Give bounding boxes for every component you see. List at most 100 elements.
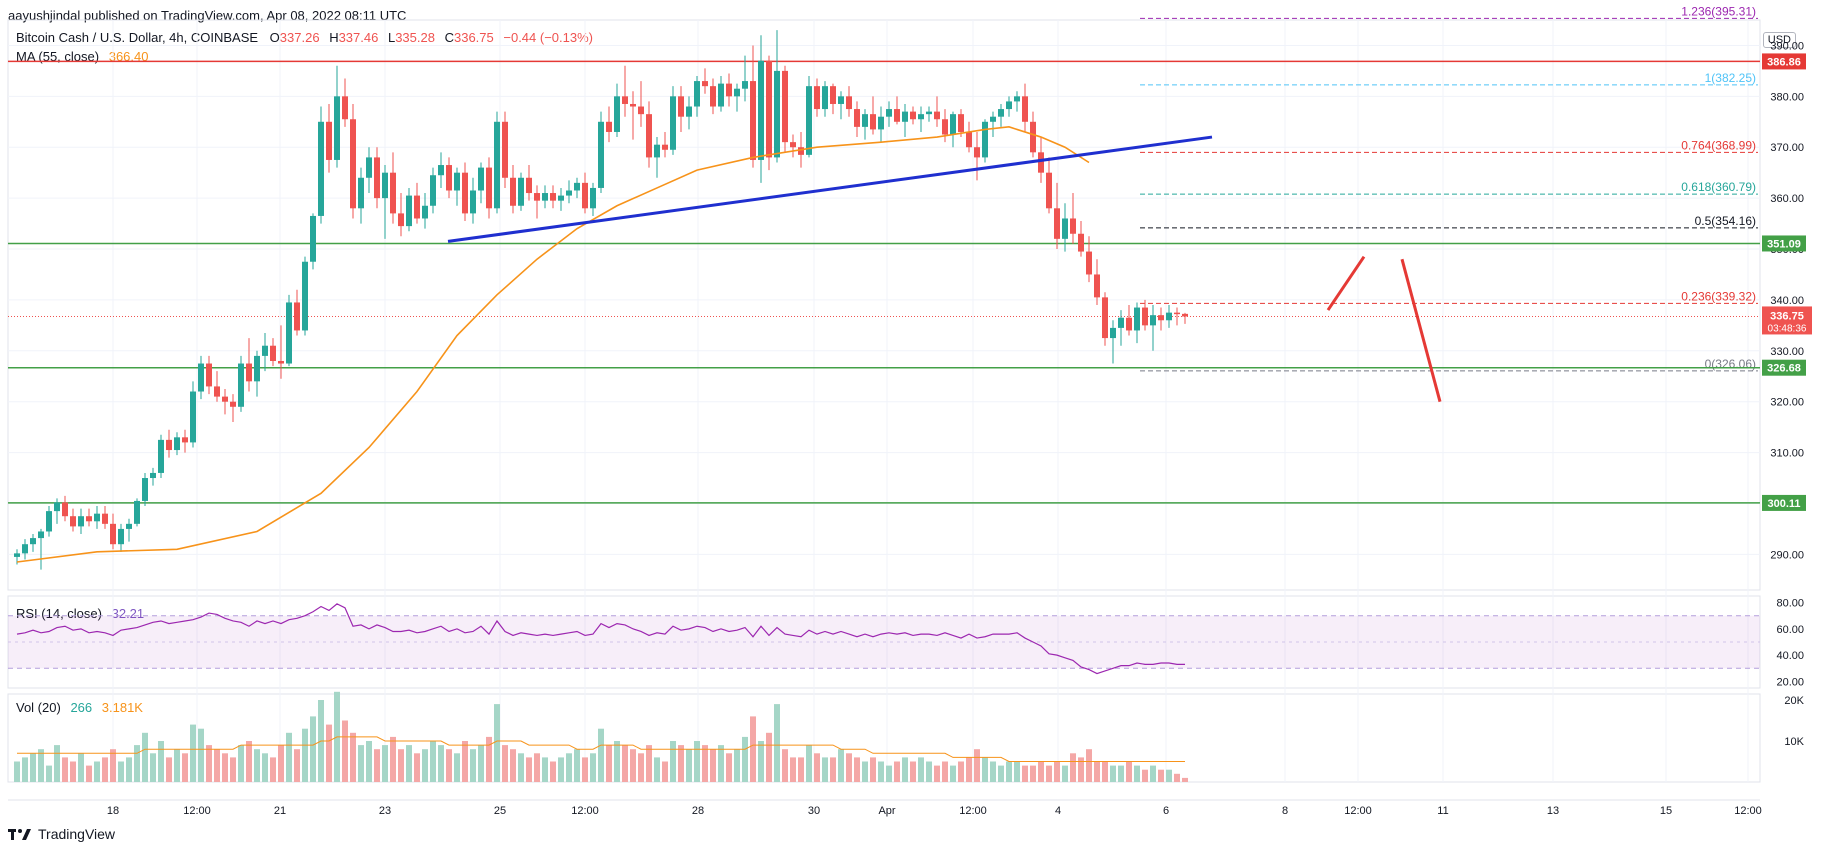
candle-body xyxy=(606,121,612,132)
volume-bar xyxy=(958,761,964,782)
volume-bar xyxy=(470,749,476,782)
volume-bar xyxy=(94,761,100,782)
vol-legend-value2: 3.181K xyxy=(101,700,143,715)
volume-bar xyxy=(270,757,276,782)
volume-bar xyxy=(1166,769,1172,782)
candle-body xyxy=(510,177,516,206)
candle-body xyxy=(1030,121,1036,153)
volume-bar xyxy=(102,757,108,782)
candle-body xyxy=(990,116,996,122)
time-tick-label: 15 xyxy=(1660,805,1672,817)
level-label-bg xyxy=(1762,53,1806,70)
publisher-line: aayushjindal published on TradingView.co… xyxy=(8,8,407,23)
volume-bar xyxy=(678,745,684,782)
volume-bar xyxy=(654,757,660,782)
candle-body xyxy=(558,195,564,201)
volume-bar xyxy=(198,728,204,782)
volume-bar xyxy=(478,745,484,782)
volume-bar xyxy=(310,716,316,782)
volume-bar xyxy=(182,753,188,782)
candle-body xyxy=(662,144,668,150)
volume-bar xyxy=(390,736,396,782)
candle-body xyxy=(798,147,804,155)
candle-body xyxy=(310,215,316,262)
volume-bar xyxy=(118,761,124,782)
candle-body xyxy=(574,182,580,191)
ma-55-line xyxy=(16,126,1090,563)
volume-bar xyxy=(38,749,44,782)
volume-bar xyxy=(638,753,644,782)
candle-body xyxy=(1110,327,1116,339)
time-tick-label: 12:00 xyxy=(571,805,599,817)
candle-body xyxy=(502,121,508,178)
candle-body xyxy=(126,523,132,529)
volume-bar xyxy=(774,704,780,782)
volume-bar xyxy=(142,732,148,782)
candle-body xyxy=(238,363,244,407)
candle-body xyxy=(1118,317,1124,328)
candle-body xyxy=(390,172,396,214)
volume-bar xyxy=(342,720,348,782)
time-tick-label: 18 xyxy=(107,805,119,817)
volume-bar xyxy=(694,741,700,782)
candle-body xyxy=(694,81,700,107)
candle-body xyxy=(894,109,900,122)
candle-body xyxy=(1062,218,1068,239)
candle-body xyxy=(646,114,652,158)
candle-body xyxy=(342,96,348,120)
candle-body xyxy=(182,437,188,443)
candle-body xyxy=(1150,315,1156,326)
price-tick-label: 360.00 xyxy=(1770,193,1804,205)
volume-bar xyxy=(518,753,524,782)
rsi-tick-label: 40.00 xyxy=(1776,650,1804,662)
time-tick-label: 13 xyxy=(1547,805,1559,817)
volume-bar xyxy=(582,757,588,782)
volume-bar xyxy=(1134,765,1140,782)
volume-bar xyxy=(486,736,492,782)
rsi-legend-value: 32.21 xyxy=(111,606,145,621)
candle-body xyxy=(478,167,484,191)
candle-body xyxy=(70,516,76,527)
volume-bar xyxy=(214,749,220,782)
candle-body xyxy=(430,175,436,206)
tradingview-logo[interactable]: TradingView xyxy=(8,826,115,842)
candle-body xyxy=(150,472,156,479)
volume-bar xyxy=(1110,765,1116,782)
candle-body xyxy=(534,193,540,201)
candle-body xyxy=(254,355,260,382)
level-label-bg xyxy=(1762,359,1806,376)
candle-body xyxy=(1142,307,1148,326)
currency-button[interactable]: USD xyxy=(1762,32,1796,48)
volume-bar xyxy=(974,749,980,782)
volume-bar xyxy=(830,757,836,782)
volume-bar xyxy=(926,761,932,782)
volume-bar xyxy=(942,761,948,782)
candle-body xyxy=(46,511,52,532)
volume-bar xyxy=(406,745,412,782)
candle-body xyxy=(998,109,1004,117)
volume-bar xyxy=(78,753,84,782)
candle-body xyxy=(102,513,108,524)
volume-bar xyxy=(326,724,332,782)
candle-body xyxy=(622,96,628,104)
candle-body xyxy=(1022,96,1028,122)
candle-body xyxy=(1174,312,1180,315)
volume-bar xyxy=(30,753,36,782)
volume-bar xyxy=(1158,769,1164,782)
volume-bar xyxy=(1078,757,1084,782)
ohlc-close: C336.75 xyxy=(444,30,494,45)
price-tick-label: 390.00 xyxy=(1770,40,1804,52)
candle-body xyxy=(278,360,284,364)
volume-bar xyxy=(1014,761,1020,782)
candle-body xyxy=(470,190,476,214)
volume-bar xyxy=(1182,777,1188,782)
ma-legend: MA (55, close) 366.40 xyxy=(16,49,148,64)
volume-bar xyxy=(902,757,908,782)
volume-bar xyxy=(710,749,716,782)
candle-body xyxy=(766,60,772,158)
candle-body xyxy=(750,81,756,160)
candle-body xyxy=(62,502,68,517)
volume-bar xyxy=(454,753,460,782)
candle-body xyxy=(902,111,908,122)
